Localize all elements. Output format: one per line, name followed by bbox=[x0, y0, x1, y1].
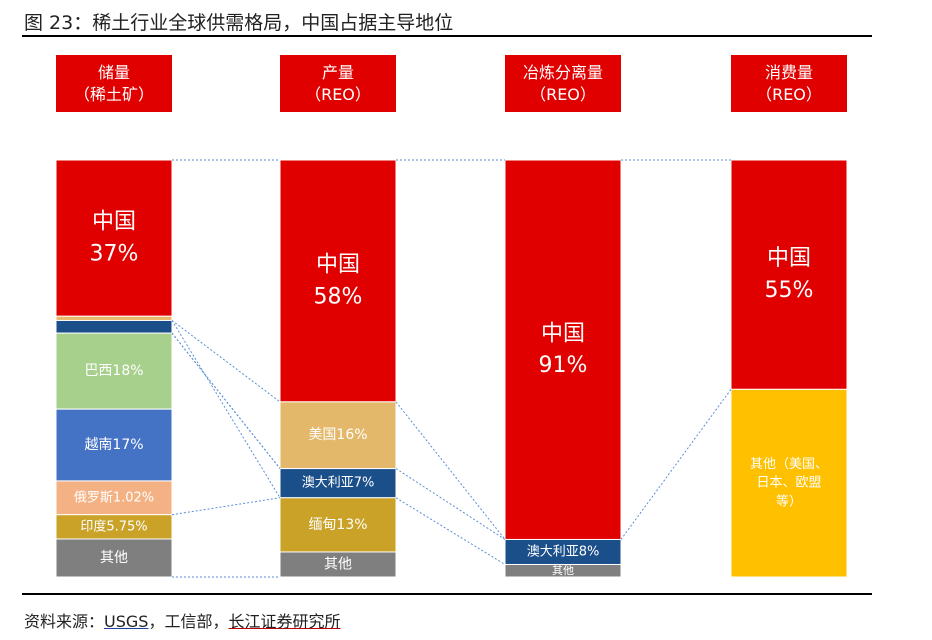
consumption-bar-china bbox=[730, 159, 848, 390]
reserves-bar-brazil bbox=[55, 332, 173, 410]
consumption-label-other-region-line-1: 日本、欧盟 bbox=[756, 476, 821, 491]
reserves-label-china-line-1: 37% bbox=[90, 242, 139, 267]
reserves-label-other-line-0: 其他 bbox=[100, 550, 128, 566]
smelting-label-australia-line-0: 澳大利亚8% bbox=[527, 543, 600, 559]
reserves-label-vietnam-line-0: 越南17% bbox=[84, 437, 143, 453]
connector-0-1-a bbox=[171, 320, 281, 403]
production-label-usa-line-0: 美国16% bbox=[308, 427, 367, 443]
connector-0-1-e bbox=[171, 497, 281, 516]
source-usgs: USGS bbox=[104, 612, 149, 631]
reserves-label-russia-line-0: 俄罗斯1.02% bbox=[74, 490, 154, 505]
production-header-line-0: 产量 bbox=[322, 63, 354, 82]
connector-1-2-b bbox=[395, 497, 506, 565]
consumption-header-box bbox=[731, 55, 847, 112]
reserves-header-line-1: （稀土矿） bbox=[74, 85, 154, 104]
connector-0-1-c bbox=[171, 320, 281, 499]
production-bar-myanmar bbox=[279, 497, 397, 553]
reserves-bar-china bbox=[55, 159, 173, 317]
source-note: 资料来源：USGS，工信部，长江证券研究所 bbox=[24, 608, 340, 632]
reserves-label-india-line-0: 印度5.75% bbox=[80, 518, 147, 534]
title-rule bbox=[22, 35, 872, 37]
smelting-header-line-0: 冶炼分离量 bbox=[523, 63, 603, 82]
production-header-line-1: （REO） bbox=[305, 85, 371, 104]
production-label-other-line-0: 其他 bbox=[324, 556, 352, 572]
production-label-china-line-0: 中国 bbox=[316, 252, 360, 277]
smelting-bar-australia bbox=[504, 538, 622, 565]
consumption-label-china-line-1: 55% bbox=[765, 278, 814, 303]
connector-1-2-c bbox=[395, 401, 506, 540]
consumption-label-china-line-0: 中国 bbox=[767, 246, 811, 271]
connector-1-2-a bbox=[395, 468, 506, 540]
consumption-bar-other-region bbox=[730, 388, 848, 578]
reserves-bar-india bbox=[55, 514, 173, 540]
connector-0-1-d bbox=[171, 332, 281, 469]
reserves-label-china-line-0: 中国 bbox=[92, 210, 136, 235]
smelting-label-china-line-0: 中国 bbox=[541, 321, 585, 346]
reserves-bar-other bbox=[55, 538, 173, 578]
smelting-header-line-1: （REO） bbox=[530, 85, 596, 104]
source-mid: ，工信部， bbox=[148, 612, 229, 631]
production-bar-china bbox=[279, 159, 397, 403]
connector-2-3-a bbox=[620, 389, 732, 540]
production-label-china-line-1: 58% bbox=[314, 284, 363, 309]
production-header-box bbox=[280, 55, 396, 112]
reserves-bar-russia bbox=[55, 480, 173, 516]
consumption-header-line-1: （REO） bbox=[756, 85, 822, 104]
reserves-bar-segment-2 bbox=[55, 319, 173, 334]
source-rule bbox=[22, 593, 872, 595]
smelting-label-china-line-1: 91% bbox=[539, 353, 588, 378]
smelting-bar-china bbox=[504, 159, 622, 540]
reserves-bar-segment-1 bbox=[55, 315, 173, 321]
production-bar-australia bbox=[279, 468, 397, 499]
source-brand: 长江证券研究所 bbox=[228, 612, 341, 631]
consumption-label-other-region-line-2: 等） bbox=[776, 494, 802, 510]
production-label-myanmar-line-0: 缅甸13% bbox=[308, 517, 367, 533]
production-bar-other bbox=[279, 551, 397, 578]
source-prefix: 资料来源： bbox=[24, 612, 105, 631]
production-label-australia-line-0: 澳大利亚7% bbox=[302, 475, 375, 491]
smelting-header-box bbox=[505, 55, 621, 112]
smelting-label-other-line-0: 其他 bbox=[552, 564, 574, 577]
consumption-label-other-region-line-0: 其他（美国、 bbox=[750, 457, 828, 472]
reserves-header-box bbox=[56, 55, 172, 112]
smelting-bar-other bbox=[504, 563, 622, 578]
reserves-header-line-0: 储量 bbox=[98, 63, 130, 82]
consumption-header-line-0: 消费量 bbox=[765, 63, 813, 82]
production-bar-usa bbox=[279, 401, 397, 470]
figure-title: 图 23：稀土行业全球供需格局，中国占据主导地位 bbox=[24, 12, 454, 34]
reserves-label-brazil-line-0: 巴西18% bbox=[84, 363, 143, 379]
